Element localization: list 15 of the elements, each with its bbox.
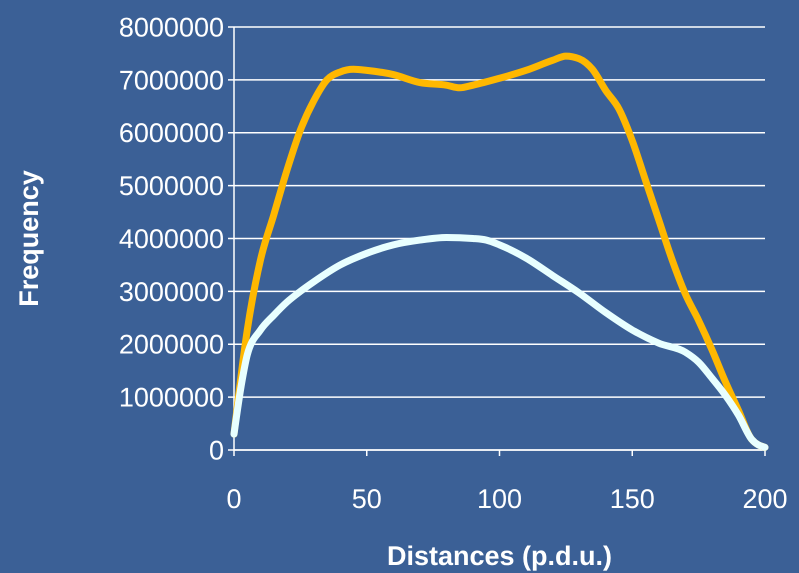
y-tick-label: 7000000	[118, 65, 224, 96]
y-tick-label: 3000000	[118, 276, 224, 307]
x-tick-label: 200	[742, 484, 788, 514]
y-tick-label: 8000000	[118, 12, 224, 42]
y-tick-label: 2000000	[118, 330, 224, 360]
x-tick-label: 150	[610, 484, 655, 514]
y-tick-label: 1000000	[118, 382, 224, 413]
y-tick-label: 0	[208, 435, 224, 466]
y-tick-label: 5000000	[118, 171, 224, 202]
x-axis-title: Distances (p.d.u.)	[386, 541, 612, 571]
y-tick-label: 4000000	[118, 224, 224, 254]
y-tick-label: 6000000	[118, 118, 224, 148]
x-tick-label: 50	[352, 484, 382, 514]
x-tick-label: 100	[476, 484, 522, 514]
y-axis-title: Frequency	[14, 170, 44, 307]
